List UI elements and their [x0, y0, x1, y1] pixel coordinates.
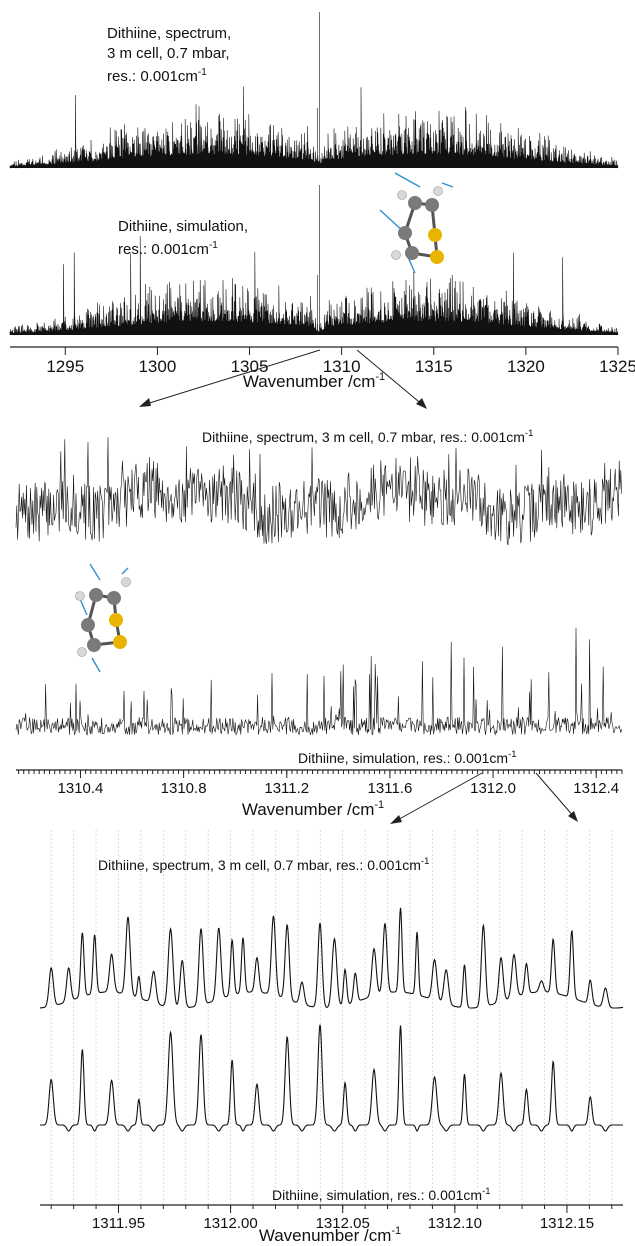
simulation-label-line2-main: res.: 0.001cm — [118, 241, 209, 258]
zoom-arrow-right-1 — [356, 349, 425, 407]
x-tick-label: 1311.95 — [92, 1215, 145, 1232]
panel-zoom-2: Dithiine, spectrum, 3 m cell, 0.7 mbar, … — [40, 830, 624, 1245]
x-tick-label: 1305 — [231, 357, 269, 376]
spectrum-label-zoom2: Dithiine, spectrum, 3 m cell, 0.7 mbar, … — [98, 856, 429, 873]
arrowhead-right-2 — [568, 811, 578, 822]
x-tick-label: 1320 — [507, 357, 545, 376]
x-axis-label-zoom2: Wavenumber /cm-1 — [259, 1225, 401, 1245]
x-tick-label: 1310.8 — [161, 780, 207, 797]
spectrum-label-zoom1-sup: -1 — [525, 428, 533, 439]
simulation-label-zoom1: Dithiine, simulation, res.: 0.001cm-1 — [298, 749, 517, 766]
spectrum-label-zoom1-main: Dithiine, spectrum, 3 m cell, 0.7 mbar, … — [202, 429, 525, 445]
arrowhead-right-1 — [416, 398, 427, 409]
x-tick-label: 1312.15 — [540, 1215, 594, 1232]
panel-zoom-1: Dithiine, spectrum, 3 m cell, 0.7 mbar, … — [15, 428, 623, 819]
x-tick-label: 1325 — [599, 357, 635, 376]
simulation-label-line2-sup: -1 — [209, 240, 218, 251]
arrowhead-left-1 — [139, 398, 151, 407]
x-tick-label: 1312.10 — [428, 1215, 482, 1232]
spectrum-trace-zoom1 — [15, 437, 622, 546]
x-tick-label: 1295 — [46, 357, 84, 376]
simulation-trace-zoom2 — [40, 1024, 623, 1132]
x-tick-label: 1310.4 — [58, 780, 104, 797]
zoom-arrows-1 — [139, 349, 427, 409]
spectrum-label-zoom2-main: Dithiine, spectrum, 3 m cell, 0.7 mbar, … — [98, 857, 421, 873]
simulation-label-zoom1-main: Dithiine, simulation, res.: 0.001cm — [298, 750, 508, 766]
x-ticks-zoom2: 1311.95 1312.00 1312.05 1312.10 1312.15 — [50, 1205, 613, 1232]
zoom-arrows-2 — [390, 772, 578, 824]
x-tick-label: 1312.00 — [203, 1215, 257, 1232]
zoom-arrow-right-2 — [535, 772, 576, 819]
grid-zoom2 — [50, 830, 613, 1205]
spectrum-label-line2: 3 m cell, 0.7 mbar, — [107, 45, 230, 62]
x-axis-label-full: Wavenumber /cm-1 — [243, 371, 385, 391]
x-tick-label: 1312.05 — [316, 1215, 370, 1232]
spectrum-trace-zoom2 — [40, 907, 624, 1009]
panel-full-range: Dithiine, spectrum, 3 m cell, 0.7 mbar, … — [9, 12, 635, 391]
x-axis-label-full-main: Wavenumber /cm — [243, 372, 376, 391]
simulation-label-zoom2-main: Dithiine, simulation, res.: 0.001cm — [272, 1187, 482, 1203]
x-ticks-zoom1: 1310.4 1310.8 1311.2 1311.6 1312.0 1312.4 — [18, 770, 623, 797]
zoom-arrow-left-1 — [142, 349, 321, 406]
simulation-trace-zoom1 — [15, 627, 622, 736]
simulation-trace-full — [9, 185, 619, 336]
x-axis-label-zoom1-sup: -1 — [374, 799, 384, 811]
x-axis-label-zoom1-main: Wavenumber /cm — [242, 800, 375, 819]
spectrum-label-zoom1: Dithiine, spectrum, 3 m cell, 0.7 mbar, … — [202, 428, 533, 445]
x-tick-label: 1312.0 — [470, 780, 516, 797]
simulation-label-zoom2: Dithiine, simulation, res.: 0.001cm-1 — [272, 1186, 491, 1203]
spectrum-label-zoom2-sup: -1 — [421, 856, 429, 867]
zoom-arrow-left-2 — [393, 772, 483, 823]
x-axis-label-full-sup: -1 — [375, 371, 385, 383]
simulation-label-zoom1-sup: -1 — [508, 749, 516, 760]
spectrum-label-line3-sup: -1 — [198, 67, 207, 78]
spectrum-label-line3-main: res.: 0.001cm — [107, 68, 198, 85]
x-axis-label-zoom1: Wavenumber /cm-1 — [242, 799, 384, 819]
x-tick-label: 1312.4 — [573, 780, 619, 797]
x-tick-label: 1300 — [138, 357, 176, 376]
x-tick-label: 1310 — [323, 357, 361, 376]
x-axis-label-zoom2-sup: -1 — [391, 1225, 401, 1237]
x-ticks-full: 1295 1300 1305 1310 1315 1320 1325 — [46, 347, 635, 376]
spectrum-label-line1: Dithiine, spectrum, — [107, 25, 231, 42]
x-axis-label-zoom2-main: Wavenumber /cm — [259, 1226, 392, 1245]
arrowhead-left-2 — [390, 815, 402, 824]
dithiine-molecule-icon-2 — [75, 563, 131, 673]
simulation-label-zoom2-sup: -1 — [482, 1186, 490, 1197]
x-tick-label: 1311.2 — [264, 780, 309, 797]
dithiine-molecule-icon — [379, 172, 454, 274]
x-tick-label: 1315 — [415, 357, 453, 376]
spectrum-trace-full — [9, 12, 619, 169]
simulation-label-line2: res.: 0.001cm-1 — [118, 240, 218, 258]
x-tick-label: 1311.6 — [368, 780, 413, 797]
spectrum-label-line3: res.: 0.001cm-1 — [107, 67, 207, 85]
simulation-label-line1: Dithiine, simulation, — [118, 218, 248, 235]
